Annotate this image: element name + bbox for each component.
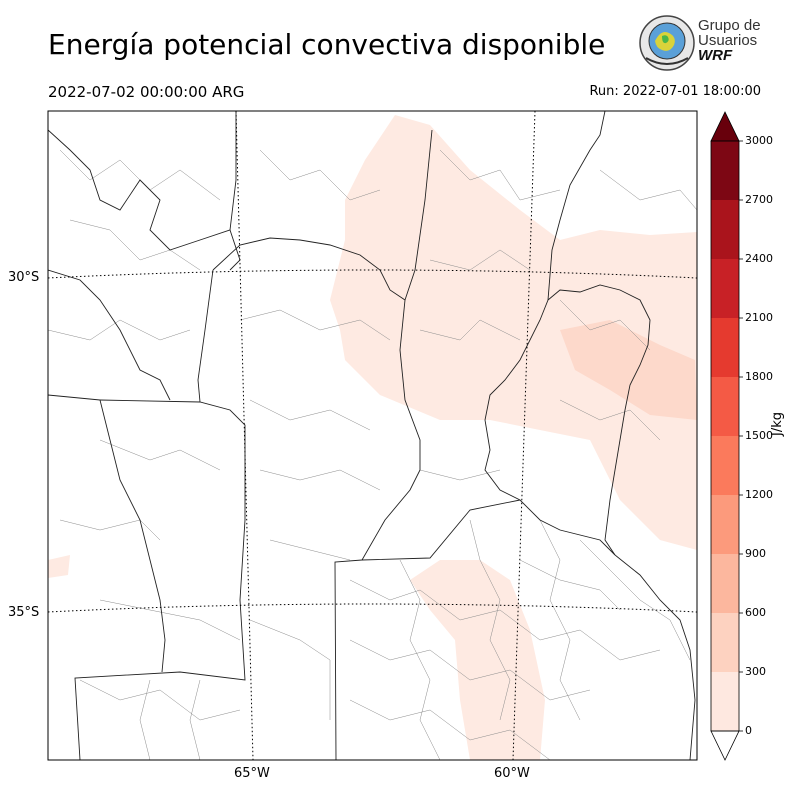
department-boundaries <box>48 149 697 760</box>
wrf-users-logo: Grupo de Usuarios WRF <box>638 14 768 74</box>
meridian-65w <box>235 111 254 760</box>
parallel-35s <box>48 603 697 613</box>
province-boundaries <box>48 111 696 760</box>
colorbar-band <box>711 613 739 672</box>
logo-line-1: Grupo de <box>698 17 761 34</box>
lat-label-30s: 30°S <box>8 270 40 285</box>
colorbar-level-label: 2700 <box>745 193 773 206</box>
lon-label-60w: 60°W <box>494 766 530 781</box>
colorbar-level-label: 0 <box>745 724 752 737</box>
cape-region-core <box>560 320 697 420</box>
colorbar-level-label: 600 <box>745 606 766 619</box>
globe-emblem-icon <box>639 15 695 71</box>
colorbar-level-label: 1800 <box>745 370 773 383</box>
meridian-60w <box>512 111 536 760</box>
colorbar-band <box>711 141 739 200</box>
colorbar-level-label: 900 <box>745 547 766 560</box>
colorbar <box>710 111 743 761</box>
colorbar-band <box>711 436 739 495</box>
colorbar-units: J/kg <box>770 412 785 436</box>
colorbar-extend-low <box>710 730 740 761</box>
colorbar-band <box>711 672 739 731</box>
graticule <box>48 111 697 760</box>
colorbar-level-label: 3000 <box>745 134 773 147</box>
run-time: Run: 2022-07-01 18:00:00 <box>589 84 761 99</box>
colorbar-frame <box>710 140 740 732</box>
map-title: Energía potencial convectiva disponible <box>48 28 606 61</box>
colorbar-band <box>711 495 739 554</box>
map-area <box>48 111 697 760</box>
colorbar-band <box>711 318 739 377</box>
parallel-30s <box>48 269 697 279</box>
colorbar-level-label: 300 <box>745 665 766 678</box>
cape-region-west <box>48 555 70 578</box>
colorbar-level-label: 2100 <box>745 311 773 324</box>
colorbar-band <box>711 554 739 613</box>
colorbar-band <box>711 200 739 259</box>
colorbar-extend-high <box>710 111 740 142</box>
colorbar-band <box>711 377 739 436</box>
lat-label-35s: 35°S <box>8 605 40 620</box>
lon-label-65w: 65°W <box>234 766 270 781</box>
colorbar-level-label: 1500 <box>745 429 773 442</box>
colorbar-level-label: 1200 <box>745 488 773 501</box>
logo-line-3: WRF <box>698 47 733 64</box>
colorbar-band <box>711 259 739 318</box>
map-frame <box>47 110 698 761</box>
valid-time: 2022-07-02 00:00:00 ARG <box>48 83 245 101</box>
cape-region-south <box>410 560 545 760</box>
logo-line-2: Usuarios <box>698 32 758 49</box>
colorbar-level-label: 2400 <box>745 252 773 265</box>
